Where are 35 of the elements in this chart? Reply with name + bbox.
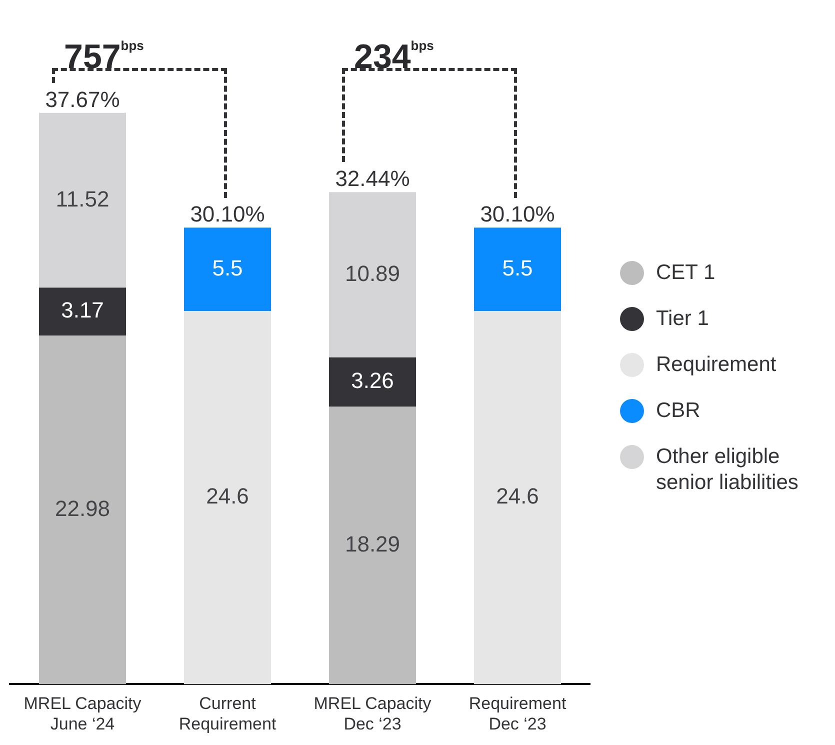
data-label: 24.6 xyxy=(496,484,539,509)
bar xyxy=(184,228,271,312)
data-label: 11.52 xyxy=(56,186,110,212)
x-tick-label: Current Requirement xyxy=(178,694,276,734)
total-label: 37.67% xyxy=(45,86,120,112)
bar xyxy=(474,311,561,684)
data-label: 5.5 xyxy=(212,255,243,280)
data-label: 24.6 xyxy=(206,484,249,509)
text: 234$^{bps}$ xyxy=(354,36,434,76)
data-label: 22.98 xyxy=(54,496,110,521)
bar xyxy=(39,288,126,336)
x-tick-label: MREL Capacity Dec ‘23 xyxy=(314,694,432,734)
x-tick-label: Requirement Dec ‘23 xyxy=(468,694,566,734)
legend-label: Other eligible senior liabilities xyxy=(656,444,800,496)
bar xyxy=(184,311,271,684)
total-label: 32.44% xyxy=(335,166,410,192)
bar xyxy=(329,406,416,684)
legend-label: CBR xyxy=(656,398,700,424)
x-tick-label: MREL Capacity June ‘24 xyxy=(24,694,142,734)
data-label: 10.89 xyxy=(344,260,400,286)
data-label: 5.5 xyxy=(502,255,533,280)
bar xyxy=(474,228,561,312)
bar xyxy=(39,112,126,288)
legend-label: Tier 1 xyxy=(656,306,709,332)
text: 757$^{bps}$ xyxy=(64,36,144,76)
data-label: 3.26 xyxy=(351,368,394,394)
total-label: 30.10% xyxy=(480,202,555,227)
legend-label: Requirement xyxy=(656,352,776,378)
data-label: 18.29 xyxy=(344,532,400,557)
bar xyxy=(329,357,416,407)
total-label: 30.10% xyxy=(190,202,265,227)
legend-label: CET 1 xyxy=(656,260,716,286)
bar xyxy=(329,192,416,358)
data-label: 3.17 xyxy=(61,298,104,323)
bar xyxy=(39,336,126,684)
